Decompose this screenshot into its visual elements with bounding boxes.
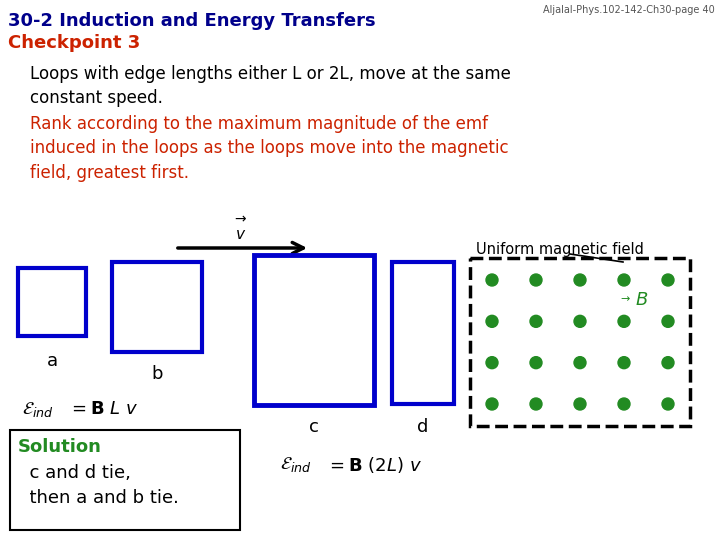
- Circle shape: [618, 356, 630, 369]
- Text: $\mathcal{E}_{ind}$: $\mathcal{E}_{ind}$: [280, 455, 312, 474]
- Circle shape: [530, 356, 542, 369]
- Circle shape: [486, 398, 498, 410]
- Bar: [18, 268, 86, 336]
- Circle shape: [662, 398, 674, 410]
- Circle shape: [574, 398, 586, 410]
- Text: $= \mathbf{B}\ (2L)\ v$: $= \mathbf{B}\ (2L)\ v$: [326, 455, 422, 475]
- Text: v: v: [235, 227, 245, 242]
- Text: a: a: [46, 352, 58, 370]
- Text: Solution: Solution: [18, 438, 102, 456]
- Text: $\rightarrow$: $\rightarrow$: [232, 211, 248, 225]
- Text: Checkpoint 3: Checkpoint 3: [8, 34, 140, 52]
- Text: b: b: [151, 365, 163, 383]
- Circle shape: [574, 274, 586, 286]
- Bar: [392, 262, 454, 404]
- Text: c and d tie,
  then a and b tie.: c and d tie, then a and b tie.: [18, 464, 179, 507]
- Text: B: B: [636, 291, 649, 309]
- Text: Aljalal-Phys.102-142-Ch30-page 40: Aljalal-Phys.102-142-Ch30-page 40: [544, 5, 715, 15]
- Text: $\rightarrow$: $\rightarrow$: [618, 293, 631, 303]
- Circle shape: [662, 356, 674, 369]
- Circle shape: [530, 398, 542, 410]
- Text: $= \mathbf{B}\ L\ v$: $= \mathbf{B}\ L\ v$: [68, 400, 138, 418]
- Circle shape: [486, 315, 498, 327]
- Bar: [254, 255, 374, 405]
- Circle shape: [618, 315, 630, 327]
- Circle shape: [530, 315, 542, 327]
- Text: $\mathcal{E}_{ind}$: $\mathcal{E}_{ind}$: [22, 400, 54, 419]
- Circle shape: [662, 274, 674, 286]
- Bar: [470, 258, 690, 426]
- Bar: [112, 262, 202, 352]
- Bar: [10, 430, 240, 530]
- Circle shape: [662, 315, 674, 327]
- Circle shape: [618, 398, 630, 410]
- Circle shape: [486, 274, 498, 286]
- Circle shape: [530, 274, 542, 286]
- Text: Loops with edge lengths either L or 2L, move at the same
constant speed.: Loops with edge lengths either L or 2L, …: [30, 65, 511, 107]
- Circle shape: [486, 356, 498, 369]
- Text: Rank according to the maximum magnitude of the emf
induced in the loops as the l: Rank according to the maximum magnitude …: [30, 115, 508, 181]
- Circle shape: [618, 274, 630, 286]
- Text: Uniform magnetic field: Uniform magnetic field: [476, 242, 644, 257]
- Text: c: c: [309, 418, 319, 436]
- Text: 30-2 Induction and Energy Transfers: 30-2 Induction and Energy Transfers: [8, 12, 376, 30]
- Text: d: d: [418, 418, 428, 436]
- Circle shape: [574, 356, 586, 369]
- Circle shape: [574, 315, 586, 327]
